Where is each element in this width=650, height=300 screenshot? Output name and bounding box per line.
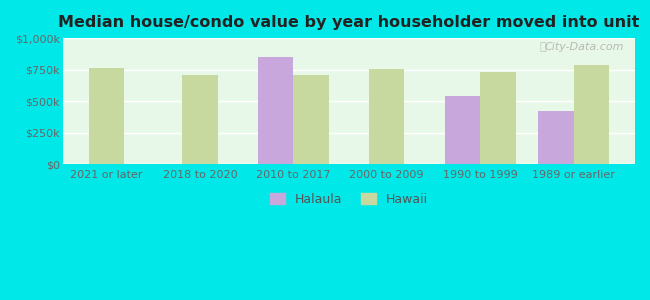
Bar [293, 75, 329, 164]
Text: City-Data.com: City-Data.com [544, 42, 623, 52]
Title: Median house/condo value by year householder moved into unit: Median house/condo value by year househo… [58, 15, 640, 30]
Bar [258, 57, 293, 164]
Bar [573, 64, 609, 164]
Bar [445, 96, 480, 164]
Legend: Halaula, Hawaii: Halaula, Hawaii [265, 188, 433, 211]
Bar [538, 111, 573, 164]
Bar [89, 68, 124, 164]
Bar [182, 75, 218, 164]
Bar [369, 69, 404, 164]
Text: ⦾: ⦾ [540, 42, 546, 52]
Bar [480, 72, 515, 164]
